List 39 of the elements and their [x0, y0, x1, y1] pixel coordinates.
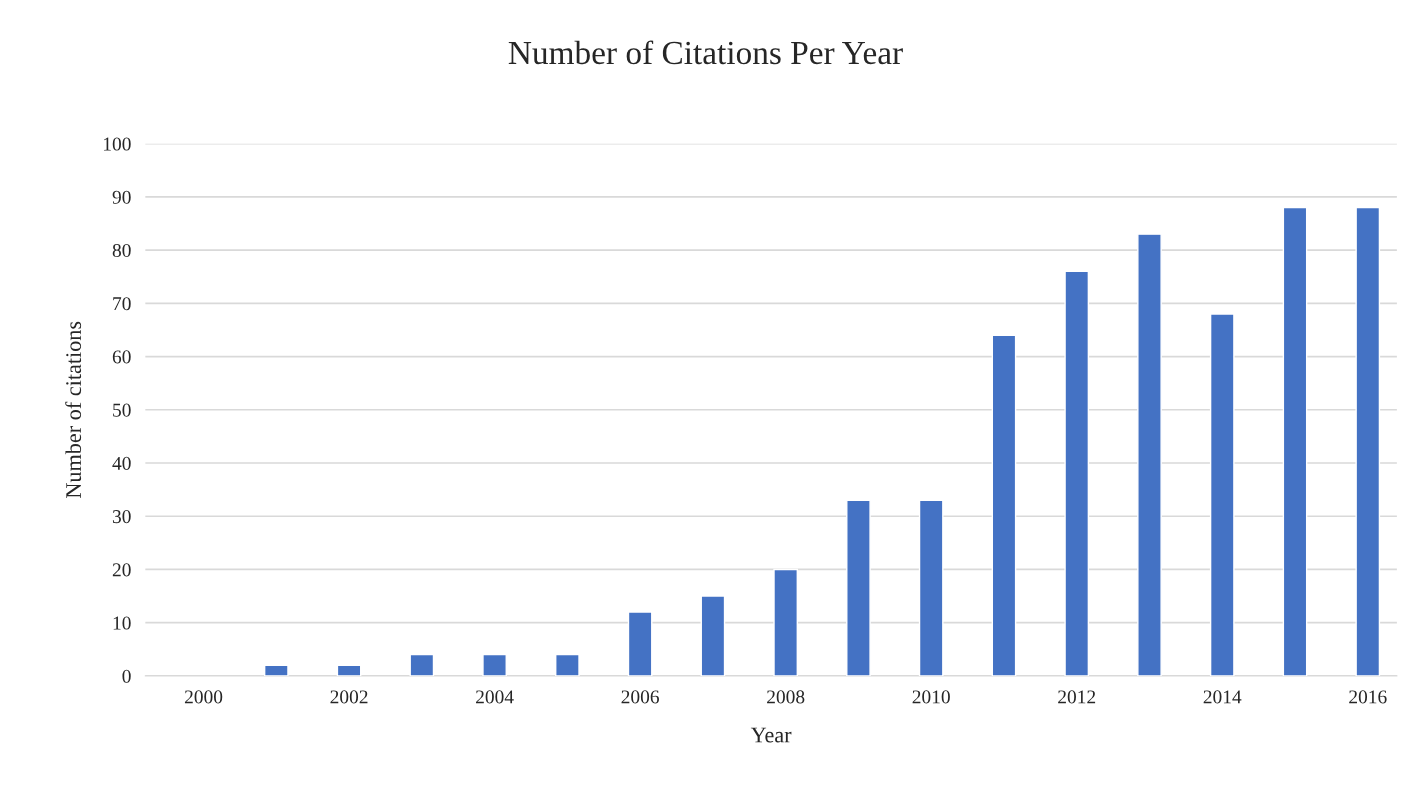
bar [627, 611, 653, 676]
bar [700, 595, 726, 676]
y-tick-label: 90 [112, 190, 131, 204]
x-tick-label: 2016 [1349, 690, 1387, 704]
bar [846, 499, 871, 676]
y-axis-title: Number of citations [65, 321, 82, 498]
bar [482, 653, 507, 676]
y-tick-label: 10 [113, 616, 131, 630]
y-tick-label: 60 [112, 350, 131, 364]
bar [555, 653, 580, 676]
bar [1137, 233, 1162, 676]
x-tick-label: 2004 [476, 690, 514, 704]
bar [1209, 313, 1235, 676]
y-tick-label: 50 [113, 403, 131, 417]
y-tick-label: 0 [122, 669, 131, 683]
bar [1282, 206, 1308, 676]
y-tick-label: 100 [103, 137, 131, 151]
bar [991, 334, 1017, 676]
x-tick-label: 2002 [330, 690, 368, 704]
y-tick-label: 70 [113, 297, 131, 311]
x-tick-label: 2000 [184, 690, 223, 704]
y-tick-label: 40 [112, 456, 131, 470]
bar [336, 664, 362, 676]
x-tick-label: 2012 [1058, 690, 1096, 704]
chart-title: Number of Citations Per Year [508, 40, 903, 65]
x-tick-label: 2010 [912, 690, 950, 704]
x-tick-label: 2008 [767, 690, 805, 704]
y-tick-label: 20 [112, 563, 131, 577]
bar [1064, 270, 1090, 676]
x-tick-label: 2014 [1203, 690, 1242, 704]
y-tick-label: 80 [112, 243, 131, 258]
x-tick-label: 2006 [621, 690, 659, 704]
bar [773, 568, 799, 676]
bar [263, 664, 289, 676]
bar [1355, 206, 1381, 676]
y-tick-label: 30 [112, 510, 131, 524]
bar [918, 499, 944, 676]
x-axis-title: Year [750, 727, 792, 743]
bar [409, 653, 435, 676]
